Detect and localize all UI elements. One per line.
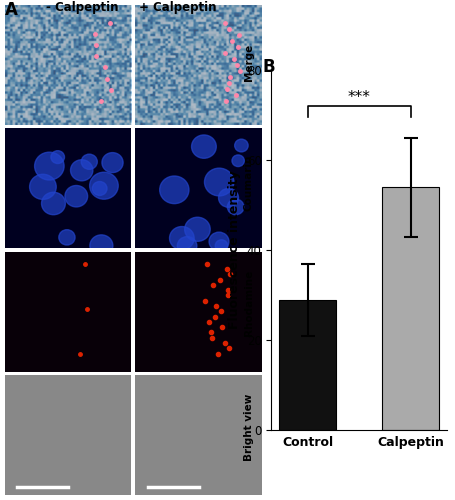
- Text: Coumarin: Coumarin: [243, 154, 253, 210]
- Circle shape: [41, 192, 65, 214]
- Circle shape: [159, 176, 188, 204]
- Circle shape: [35, 152, 64, 180]
- Circle shape: [51, 150, 64, 164]
- Circle shape: [184, 217, 210, 242]
- Text: + Calpeptin: + Calpeptin: [139, 2, 216, 15]
- Circle shape: [232, 155, 244, 166]
- Circle shape: [92, 182, 107, 196]
- Circle shape: [71, 160, 93, 181]
- Circle shape: [102, 152, 123, 172]
- Circle shape: [30, 174, 56, 200]
- Text: A: A: [5, 1, 17, 19]
- Circle shape: [227, 199, 243, 215]
- Text: ***: ***: [347, 90, 370, 104]
- Circle shape: [169, 226, 194, 250]
- Y-axis label: Fluorescence intensity: Fluorescence intensity: [228, 170, 241, 330]
- Circle shape: [215, 240, 227, 252]
- Bar: [381, 187, 438, 430]
- Circle shape: [218, 188, 238, 208]
- Circle shape: [234, 139, 248, 152]
- Circle shape: [204, 168, 233, 196]
- Bar: [278, 300, 335, 430]
- Text: Rhodamine: Rhodamine: [243, 270, 253, 336]
- Text: Merge: Merge: [243, 44, 253, 81]
- Circle shape: [177, 236, 197, 255]
- Text: Bright view: Bright view: [243, 394, 253, 461]
- Text: B: B: [262, 58, 274, 76]
- Circle shape: [59, 230, 75, 245]
- Circle shape: [65, 186, 87, 207]
- Circle shape: [191, 135, 216, 158]
- Circle shape: [208, 232, 228, 251]
- Text: - Calpeptin: - Calpeptin: [46, 2, 118, 15]
- Circle shape: [90, 235, 113, 256]
- Circle shape: [81, 154, 97, 170]
- Circle shape: [90, 172, 118, 199]
